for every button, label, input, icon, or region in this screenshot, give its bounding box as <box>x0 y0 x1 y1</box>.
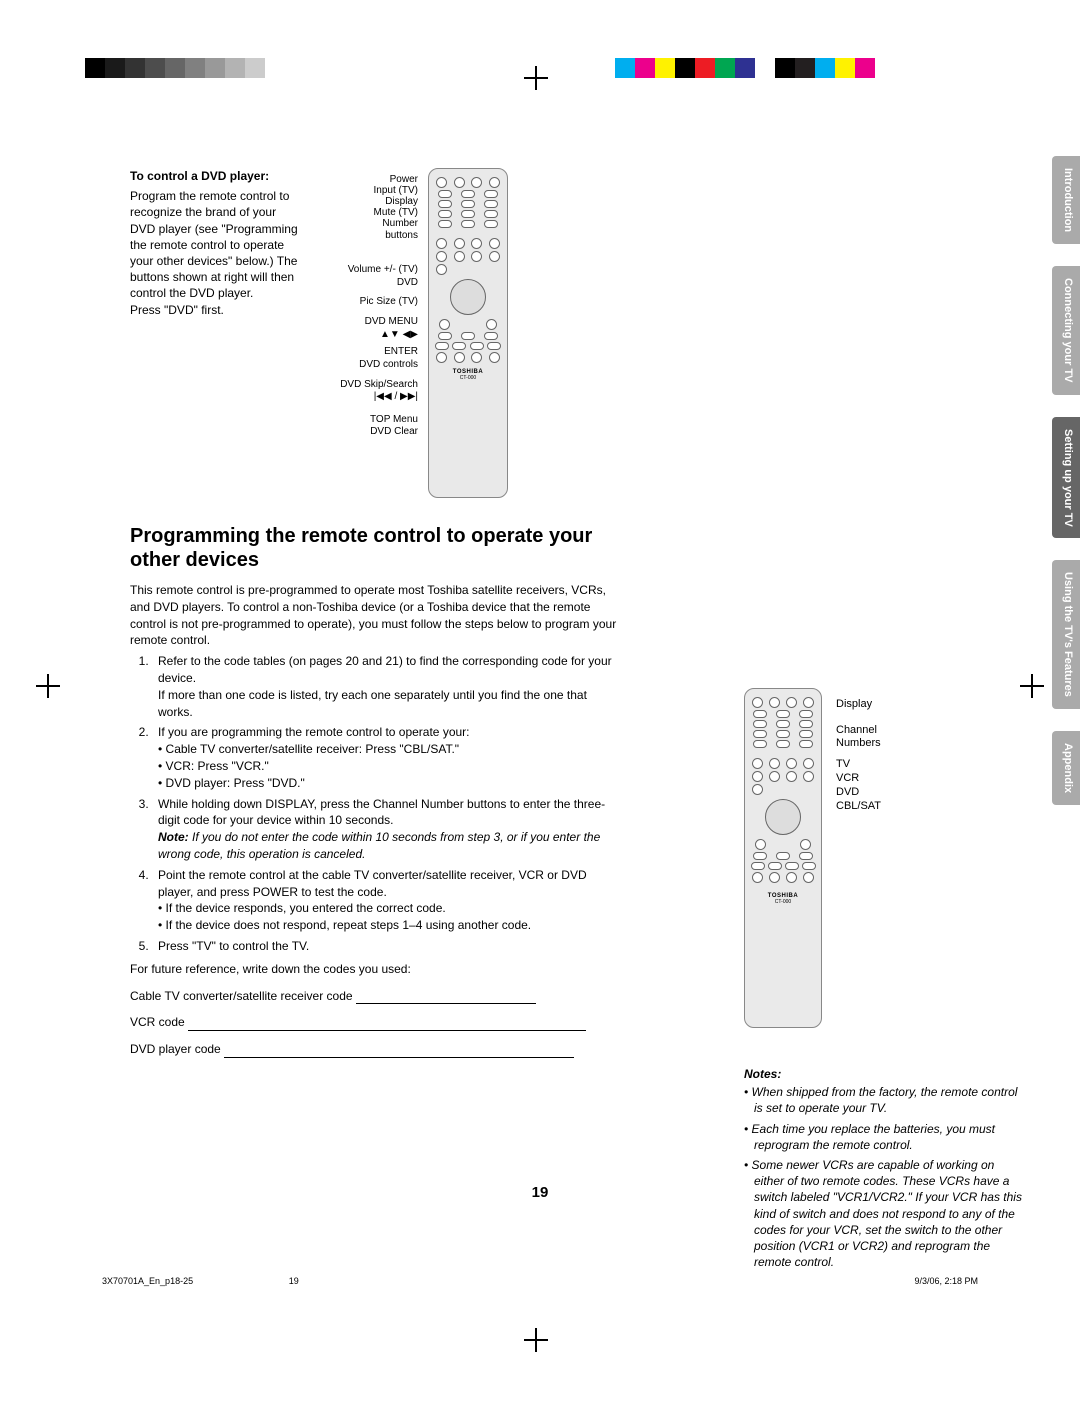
callout: DVD Skip/Search|◀◀ / ▶▶| <box>318 379 418 403</box>
callout: DVD controls <box>318 359 418 371</box>
main-heading: Programming the remote control to operat… <box>130 524 600 572</box>
callout: CBL/SAT <box>836 800 881 813</box>
code-entry-line: DVD player code <box>130 1041 620 1058</box>
remote-diagram-2: TOSHIBA CT-000 Display ChannelNumbers TVVC… <box>744 688 1024 1048</box>
registration-mark-bottom <box>524 1328 548 1352</box>
footer: 3X70701A_En_p18-25 19 9/3/06, 2:18 PM <box>102 1276 978 1286</box>
note-item: Some newer VCRs are capable of working o… <box>744 1157 1024 1270</box>
dvd-heading: To control a DVD player: <box>130 168 300 184</box>
dvd-control-section: To control a DVD player: Program the rem… <box>130 168 950 498</box>
callout: ENTER <box>318 346 418 358</box>
footer-right: 9/3/06, 2:18 PM <box>914 1276 978 1286</box>
registration-mark-top <box>524 66 548 90</box>
callout: DVD MENU <box>318 316 418 328</box>
code-entry-line: VCR code <box>130 1014 620 1031</box>
steps-list: Refer to the code tables (on pages 20 an… <box>130 653 620 955</box>
tab-introduction: Introduction <box>1052 156 1080 244</box>
page-number: 19 <box>130 1184 950 1201</box>
footer-mid: 19 <box>289 1276 299 1286</box>
tab-connecting-your-tv: Connecting your TV <box>1052 266 1080 395</box>
step: While holding down DISPLAY, press the Ch… <box>152 796 620 863</box>
callout: ChannelNumbers <box>836 724 881 750</box>
dvd-instructions: To control a DVD player: Program the rem… <box>130 168 300 498</box>
notes-list: When shipped from the factory, the remot… <box>744 1084 1024 1270</box>
step: If you are programming the remote contro… <box>152 724 620 791</box>
note-item: When shipped from the factory, the remot… <box>744 1084 1024 1116</box>
callout: DVD <box>318 277 418 289</box>
tab-appendix: Appendix <box>1052 731 1080 805</box>
callout: TV <box>836 758 850 771</box>
step: Point the remote control at the cable TV… <box>152 867 620 934</box>
dvd-para: Program the remote control to recognize … <box>130 188 300 318</box>
page-content: To control a DVD player: Program the rem… <box>130 168 950 1058</box>
callout: Volume +/- (TV) <box>318 264 418 276</box>
step: Press "TV" to control the TV. <box>152 938 620 955</box>
callout: Display <box>836 698 872 711</box>
notes-heading: Notes: <box>744 1066 1024 1082</box>
intro-para: This remote control is pre-programmed to… <box>130 582 620 649</box>
callout: VCR <box>836 772 859 785</box>
future-ref: For future reference, write down the cod… <box>130 961 620 978</box>
remote-illustration-2: TOSHIBA CT-000 <box>744 688 822 1028</box>
code-lines: Cable TV converter/satellite receiver co… <box>130 988 620 1058</box>
note-item: Each time you replace the batteries, you… <box>744 1121 1024 1153</box>
tab-using-the-tv-s-features: Using the TV's Features <box>1052 560 1080 709</box>
color-bar <box>615 58 875 78</box>
footer-left: 3X70701A_En_p18-25 <box>102 1276 193 1286</box>
grayscale-bar <box>85 58 285 78</box>
registration-mark-left <box>36 674 60 698</box>
callout: Numberbuttons <box>318 218 418 242</box>
code-entry-line: Cable TV converter/satellite receiver co… <box>130 988 620 1005</box>
callout: DVD Clear <box>318 426 418 438</box>
main-body: This remote control is pre-programmed to… <box>130 582 620 1058</box>
callout: DVD <box>836 786 859 799</box>
side-tabs: Introduction Connecting your TV Setting up… <box>1052 156 1080 805</box>
remote-diagram-1: PowerInput (TV)DisplayMute (TV)Numberbut… <box>318 168 608 498</box>
notes-box: Notes: When shipped from the factory, th… <box>744 1066 1024 1270</box>
callout: TOP Menu <box>318 414 418 426</box>
tab-setting-up-your-tv: Setting up your TV <box>1052 417 1080 539</box>
callout: ▲▼ ◀▶ <box>318 329 418 341</box>
remote-illustration-1: TOSHIBA CT-000 <box>428 168 508 498</box>
remote2-model: CT-000 <box>749 899 817 905</box>
callout: Pic Size (TV) <box>318 296 418 308</box>
step: Refer to the code tables (on pages 20 an… <box>152 653 620 720</box>
remote1-model: CT-000 <box>433 375 503 381</box>
